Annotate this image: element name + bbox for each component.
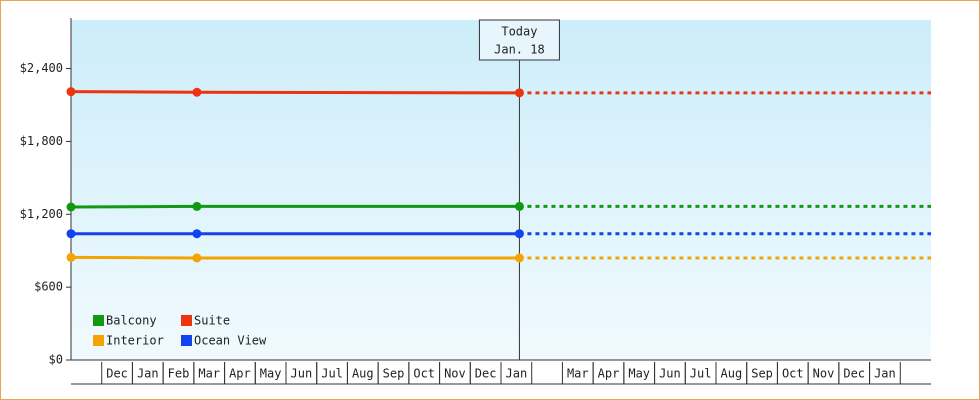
x-tick-label: Jul <box>321 367 343 381</box>
x-tick-label: Dec <box>106 367 128 381</box>
x-tick-label: Sep <box>751 367 773 381</box>
data-point <box>192 253 202 263</box>
x-tick-label: Aug <box>352 367 374 381</box>
data-point <box>192 87 202 97</box>
legend-label: Suite <box>194 314 230 328</box>
x-tick-label: Aug <box>721 367 743 381</box>
series-line <box>70 255 520 260</box>
x-tick-label: Jan <box>137 367 159 381</box>
x-tick-label: Jan <box>506 367 528 381</box>
x-tick-label: May <box>260 367 282 381</box>
y-tick-label: $0 <box>49 353 63 367</box>
x-tick-label: Jun <box>659 367 681 381</box>
legend-swatch <box>181 315 192 326</box>
x-tick-label: Nov <box>444 367 466 381</box>
data-point <box>514 88 524 98</box>
x-tick-label: Mar <box>198 367 220 381</box>
data-point <box>66 87 76 97</box>
series-line <box>70 204 520 209</box>
legend-label: Interior <box>106 334 164 348</box>
x-tick-label: Apr <box>598 367 620 381</box>
data-point <box>192 229 202 239</box>
x-tick-label: Sep <box>383 367 405 381</box>
today-label: Today <box>501 25 537 39</box>
x-tick-label: Feb <box>168 367 190 381</box>
x-tick-label: Jul <box>690 367 712 381</box>
data-point <box>514 253 524 263</box>
y-tick-label: $1,800 <box>20 134 63 148</box>
y-tick-label: $2,400 <box>20 61 63 75</box>
legend-swatch <box>93 315 104 326</box>
x-tick-label: Jun <box>291 367 313 381</box>
data-point <box>514 229 524 239</box>
x-tick-label: Dec <box>475 367 497 381</box>
data-point <box>192 201 202 211</box>
plot-area <box>71 20 931 360</box>
legend-swatch <box>93 335 104 346</box>
y-tick-label: $1,200 <box>20 207 63 221</box>
legend-swatch <box>181 335 192 346</box>
x-tick-label: Dec <box>843 367 865 381</box>
x-tick-label: May <box>628 367 650 381</box>
x-tick-label: Nov <box>813 367 835 381</box>
x-tick-label: Oct <box>413 367 435 381</box>
x-tick-label: Oct <box>782 367 804 381</box>
data-point <box>66 202 76 212</box>
data-point <box>66 229 76 239</box>
x-tick-label: Apr <box>229 367 251 381</box>
legend-label: Ocean View <box>194 334 267 348</box>
data-point <box>514 201 524 211</box>
today-box <box>478 19 560 61</box>
x-tick-label: Jan <box>874 367 896 381</box>
series-line <box>70 90 520 95</box>
y-tick-label: $600 <box>34 280 63 294</box>
x-tick-label: Mar <box>567 367 589 381</box>
today-date: Jan. 18 <box>494 43 545 57</box>
data-point <box>66 252 76 262</box>
legend-label: Balcony <box>106 314 157 328</box>
